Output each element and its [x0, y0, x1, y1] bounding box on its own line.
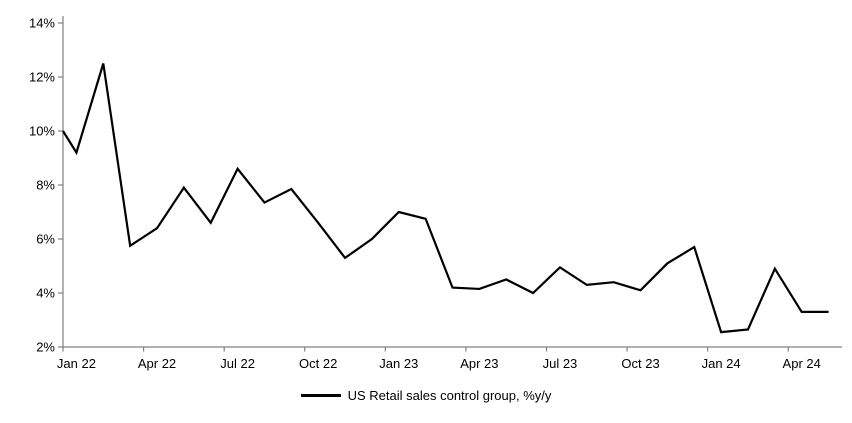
x-tick-label: Apr 24 [783, 356, 821, 371]
legend-label: US Retail sales control group, %y/y [347, 388, 552, 403]
x-tick-label: Oct 23 [621, 356, 659, 371]
x-tick-label: Jan 24 [702, 356, 741, 371]
y-tick-label: 14% [29, 16, 55, 31]
line-chart-canvas: 14% 12% 10% 8% 6% 4% 2%Jan 22 Apr 22 Jul 22 Oct 2… [29, 16, 842, 371]
y-tick-label: 6% [36, 232, 55, 247]
legend-line-icon [300, 394, 341, 397]
retail-sales-line-series [62, 63, 829, 334]
y-tick-label: 8% [36, 178, 55, 193]
x-tick-label: Jul 23 [543, 356, 578, 371]
x-tick-label: Apr 22 [138, 356, 176, 371]
x-tick-label: Jan 23 [379, 356, 418, 371]
x-tick-label: Jul 22 [220, 356, 255, 371]
y-tick-label: 12% [29, 70, 55, 85]
chart-legend: US Retail sales control group, %y/y [0, 388, 852, 403]
y-tick-label: 10% [29, 124, 55, 139]
x-tick-label: Jan 22 [57, 356, 96, 371]
x-tick-label: Apr 23 [460, 356, 498, 371]
y-tick-label: 4% [36, 286, 55, 301]
x-tick-label: Oct 22 [299, 356, 337, 371]
y-tick-label: 2% [36, 340, 55, 355]
